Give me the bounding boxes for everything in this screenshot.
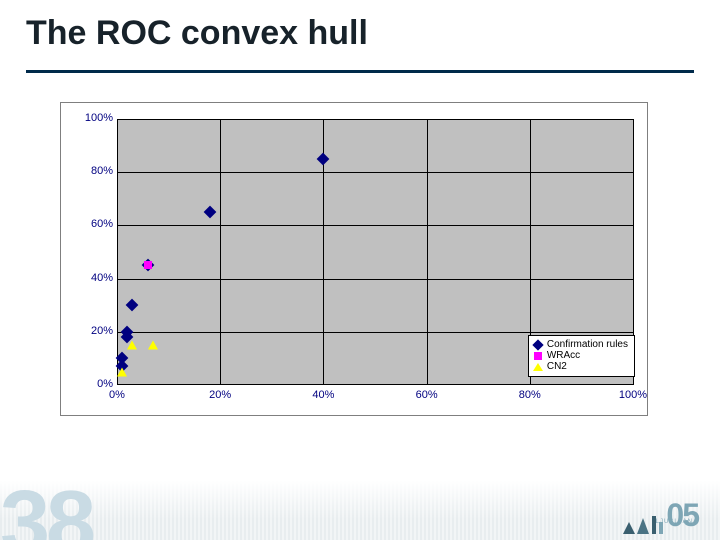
x-tick-label: 40% (303, 389, 343, 401)
x-tick-label: 100% (613, 389, 653, 401)
legend-item: CN2 (533, 361, 628, 372)
gridline-horizontal (117, 119, 633, 120)
legend-item: Confirmation rules (533, 339, 628, 350)
data-point (148, 341, 158, 350)
gridline-horizontal (117, 172, 633, 173)
legend-swatch (533, 351, 543, 361)
diamond-marker (317, 153, 330, 166)
legend-item: WRAcc (533, 350, 628, 361)
footer-texture (0, 480, 720, 540)
x-axis-line (117, 384, 633, 385)
gridline-vertical (427, 119, 428, 385)
x-tick-label: 0% (97, 389, 137, 401)
slide: The ROC convex hull 0% 20% 40% 60% 80% 100% 0… (0, 0, 720, 540)
logo-triangle (623, 522, 635, 534)
slide-title: The ROC convex hull (26, 14, 368, 53)
x-tick-label: 80% (510, 389, 550, 401)
x-tick-label: 60% (407, 389, 447, 401)
legend-swatch (533, 340, 543, 350)
legend: Confirmation rulesWRAccCN2 (528, 335, 635, 377)
footer: 38 05 LJUBLJANA (0, 480, 720, 540)
y-tick-label: 100% (73, 112, 113, 124)
legend-label: CN2 (547, 361, 567, 372)
chart-container: 0%20%40%60%80%100% 0%20%40%60%80%100% Co… (60, 102, 648, 416)
data-point (123, 327, 132, 336)
data-point (144, 261, 152, 269)
diamond-marker (116, 352, 129, 365)
diamond-marker (204, 206, 217, 219)
data-point (319, 154, 328, 163)
legend-swatch (533, 362, 543, 372)
gridline-horizontal (117, 225, 633, 226)
diamond-marker (121, 325, 134, 338)
page-number: 38 (0, 478, 92, 540)
y-tick-label: 40% (73, 272, 113, 284)
gridline-vertical (220, 119, 221, 385)
triangle-marker (148, 341, 158, 350)
data-point (117, 367, 127, 376)
logo-triangle (637, 518, 649, 534)
y-tick-label: 60% (73, 218, 113, 230)
triangle-marker (127, 341, 137, 350)
data-point (118, 354, 127, 363)
x-tick-label: 20% (200, 389, 240, 401)
conference-logo: 05 LJUBLJANA (623, 497, 698, 534)
legend-label: Confirmation rules (547, 339, 628, 350)
y-tick-label: 20% (73, 325, 113, 337)
legend-label: WRAcc (547, 350, 580, 361)
y-tick-label: 80% (73, 165, 113, 177)
y-axis-line (117, 119, 118, 385)
diamond-marker (126, 299, 139, 312)
square-marker (144, 261, 152, 269)
data-point (127, 341, 137, 350)
data-point (128, 301, 137, 310)
gridline-horizontal (117, 332, 633, 333)
conference-year: 05 (666, 497, 698, 533)
triangle-marker (117, 367, 127, 376)
conference-subtext: LJUBLJANA (656, 519, 698, 525)
gridline-horizontal (117, 279, 633, 280)
data-point (205, 208, 214, 217)
title-underline (26, 70, 694, 73)
